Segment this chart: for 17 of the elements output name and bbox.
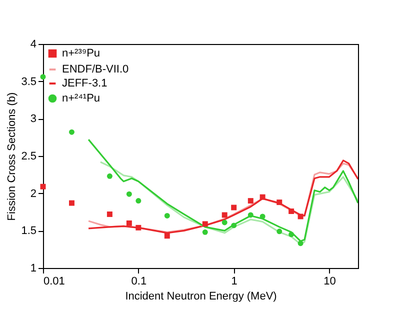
y-tick-label: 2.5	[21, 150, 36, 162]
y-tick-label: 1.5	[21, 225, 36, 238]
x-tick-label: 0.1	[131, 276, 147, 288]
y-tick-label: 3	[30, 113, 36, 126]
y-tick-label: 3.5	[21, 76, 36, 88]
x-axis-title: Incident Neutron Energy (MeV)	[125, 290, 277, 302]
x-tick-label: 10	[324, 276, 336, 288]
x-tick-label: 1	[231, 276, 238, 288]
legend-label: ENDF/B-VII.0	[62, 64, 129, 76]
y-tick-label: 4	[30, 38, 36, 50]
y-axis-title: Fission Cross Sections (b)	[6, 92, 18, 221]
x-tick-label: 0.01	[44, 276, 65, 288]
legend-label: n+²⁴¹Pu	[62, 92, 100, 104]
y-tick-label: 2	[30, 188, 36, 200]
legend-label: n+²³⁹Pu	[62, 48, 100, 60]
y-tick-label: 1	[30, 262, 36, 274]
legend-label: JEFF-3.1	[62, 78, 108, 90]
